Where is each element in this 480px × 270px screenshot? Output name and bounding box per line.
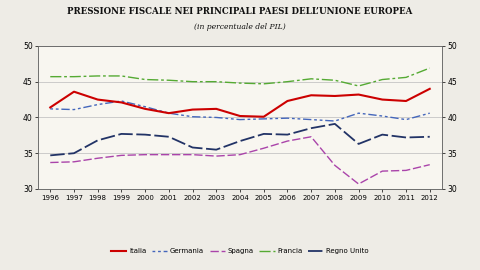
Text: PRESSIONE FISCALE NEI PRINCIPALI PAESI DELL’UNIONE EUROPEA: PRESSIONE FISCALE NEI PRINCIPALI PAESI D… bbox=[67, 7, 413, 16]
Text: (in percentuale del PIL): (in percentuale del PIL) bbox=[194, 23, 286, 31]
Legend: Italia, Germania, Spagna, Francia, Regno Unito: Italia, Germania, Spagna, Francia, Regno… bbox=[108, 245, 372, 257]
